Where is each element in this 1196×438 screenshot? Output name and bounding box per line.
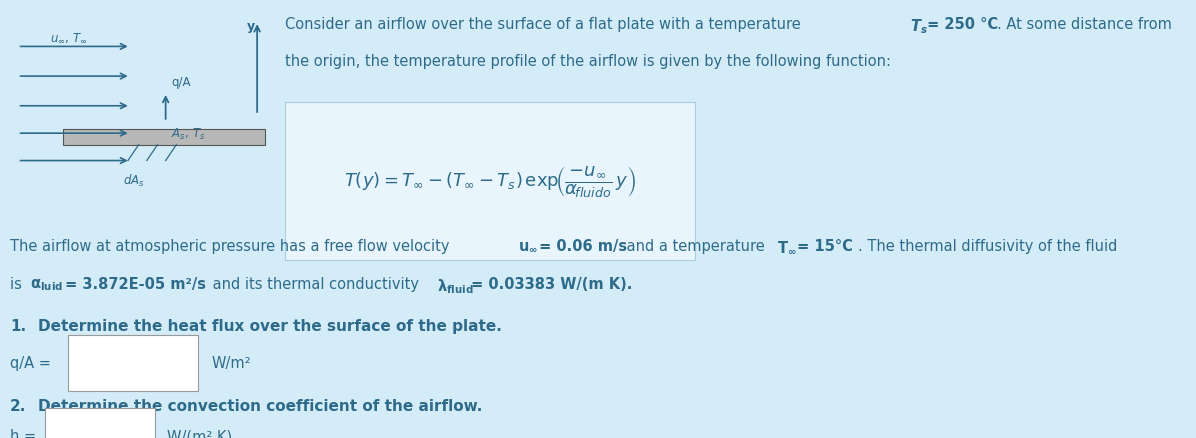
Text: $\bfit{T_s}$: $\bfit{T_s}$ xyxy=(910,17,928,35)
Text: $\mathbf{u_\infty}$: $\mathbf{u_\infty}$ xyxy=(518,238,538,254)
Text: = 250 °C: = 250 °C xyxy=(922,17,999,32)
Text: q/A =: q/A = xyxy=(10,356,51,371)
Text: the origin, the temperature profile of the airflow is given by the following fun: the origin, the temperature profile of t… xyxy=(285,54,891,69)
Text: $u_\infty,\,T_\infty$: $u_\infty,\,T_\infty$ xyxy=(50,32,87,45)
Text: = 0.06 m/s: = 0.06 m/s xyxy=(533,238,627,254)
Text: = 3.872E-05 m²/s: = 3.872E-05 m²/s xyxy=(60,276,206,291)
Text: y: y xyxy=(246,20,255,33)
Text: W/(m² K): W/(m² K) xyxy=(167,428,232,438)
Text: Consider an airflow over the surface of a flat plate with a temperature: Consider an airflow over the surface of … xyxy=(285,17,805,32)
Text: The airflow at atmospheric pressure has a free flow velocity: The airflow at atmospheric pressure has … xyxy=(10,238,454,254)
Bar xyxy=(285,103,695,261)
Text: Determine the convection coefficient of the airflow.: Determine the convection coefficient of … xyxy=(38,398,482,413)
Text: $T(y)=T_\infty-(T_\infty-T_s)\,\mathrm{exp}\!\left(\dfrac{-u_\infty}{\alpha_{\!f: $T(y)=T_\infty-(T_\infty-T_s)\,\mathrm{e… xyxy=(344,164,636,199)
Text: and a temperature: and a temperature xyxy=(622,238,769,254)
Text: $\mathbf{T_\infty}$: $\mathbf{T_\infty}$ xyxy=(777,238,797,255)
Text: . At some distance from: . At some distance from xyxy=(997,17,1172,32)
Text: 2.: 2. xyxy=(10,398,26,413)
Text: $\mathbf{\alpha_{luid}}$: $\mathbf{\alpha_{luid}}$ xyxy=(30,276,63,292)
Text: Determine the heat flux over the surface of the plate.: Determine the heat flux over the surface… xyxy=(38,318,502,333)
Bar xyxy=(45,408,155,438)
Text: = 0.03383 W/(m K).: = 0.03383 W/(m K). xyxy=(466,276,633,291)
Text: . The thermal diffusivity of the fluid: . The thermal diffusivity of the fluid xyxy=(858,238,1117,254)
Text: h =: h = xyxy=(10,428,36,438)
Text: 1.: 1. xyxy=(10,318,26,333)
Text: $\mathbf{\lambda_{fluid}}$: $\mathbf{\lambda_{fluid}}$ xyxy=(437,276,474,295)
Text: $dA_s$: $dA_s$ xyxy=(123,173,145,189)
Text: $A_s,\,T_s$: $A_s,\,T_s$ xyxy=(171,127,206,142)
Text: q/A: q/A xyxy=(171,75,190,88)
Bar xyxy=(68,335,199,391)
Text: W/m²: W/m² xyxy=(212,356,251,371)
Text: = 15°C: = 15°C xyxy=(792,238,853,254)
Bar xyxy=(63,129,266,145)
Text: and its thermal conductivity: and its thermal conductivity xyxy=(208,276,423,291)
Text: is: is xyxy=(10,276,26,291)
